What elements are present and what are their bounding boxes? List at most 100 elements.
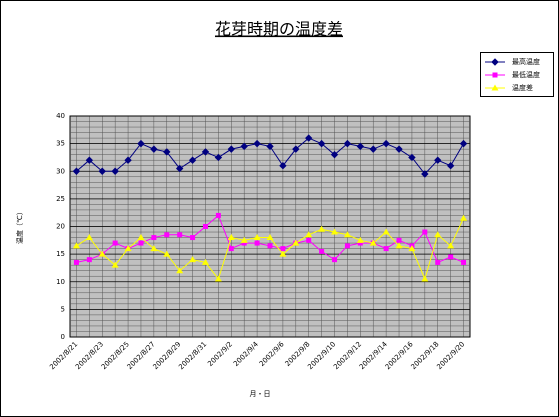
marker	[421, 170, 429, 178]
y-axis-label: 温度（℃）	[15, 208, 24, 244]
marker	[124, 245, 132, 252]
x-axis-label: 月・日	[250, 390, 271, 398]
marker	[85, 156, 94, 164]
marker	[434, 156, 442, 164]
y-tick-label: 20	[56, 223, 65, 231]
marker	[111, 167, 119, 175]
marker	[138, 240, 144, 246]
legend-marker	[492, 72, 498, 78]
y-tick-label: 5	[61, 305, 65, 313]
marker	[98, 250, 106, 257]
marker	[319, 248, 325, 254]
marker	[228, 246, 234, 252]
legend-label: 最低温度	[512, 70, 540, 79]
y-tick-label: 10	[56, 278, 65, 286]
marker	[446, 162, 455, 170]
legend-label: 最高温度	[512, 57, 540, 66]
marker	[395, 242, 403, 249]
marker	[306, 237, 312, 243]
marker	[201, 258, 209, 265]
marker	[241, 240, 247, 246]
marker	[72, 167, 81, 175]
legend-marker	[491, 58, 499, 66]
marker	[177, 232, 183, 238]
marker	[137, 234, 145, 241]
marker	[280, 246, 286, 252]
y-tick-label: 0	[61, 333, 65, 341]
marker	[214, 275, 222, 282]
marker	[240, 142, 248, 151]
y-tick-label: 25	[56, 195, 65, 203]
marker	[85, 234, 93, 241]
marker	[124, 156, 132, 164]
marker	[253, 234, 261, 241]
marker	[332, 257, 338, 263]
marker	[460, 214, 468, 221]
marker	[408, 153, 416, 162]
marker	[382, 228, 390, 235]
marker	[137, 139, 145, 148]
marker	[292, 239, 300, 246]
marker	[344, 243, 350, 249]
marker	[266, 142, 274, 151]
marker	[279, 162, 287, 170]
marker	[383, 246, 389, 252]
chart-title: 花芽時期の温度差	[215, 20, 343, 39]
marker	[86, 257, 92, 263]
marker	[369, 145, 377, 153]
marker	[305, 134, 313, 142]
marker	[343, 231, 351, 238]
marker	[112, 240, 118, 246]
marker	[435, 259, 441, 265]
marker	[357, 240, 363, 246]
marker	[448, 254, 454, 260]
marker	[422, 229, 428, 235]
marker	[214, 153, 223, 162]
marker	[369, 239, 377, 246]
marker	[267, 243, 273, 249]
marker	[215, 212, 221, 218]
marker	[330, 150, 339, 159]
marker	[227, 145, 235, 153]
marker	[190, 235, 196, 241]
marker	[459, 139, 468, 148]
marker	[395, 145, 403, 153]
marker	[202, 224, 208, 229]
marker	[150, 245, 158, 252]
marker	[163, 250, 171, 257]
marker	[98, 167, 106, 175]
marker	[72, 242, 80, 249]
marker	[163, 148, 171, 156]
marker	[318, 225, 326, 232]
marker	[343, 139, 352, 148]
marker	[279, 250, 287, 257]
y-tick-label: 35	[56, 140, 65, 148]
marker	[254, 240, 260, 246]
y-tick-label: 30	[56, 167, 65, 175]
marker	[356, 236, 364, 243]
marker	[396, 237, 402, 243]
marker	[434, 231, 442, 238]
marker	[408, 245, 416, 252]
marker	[382, 139, 390, 148]
marker	[175, 164, 184, 173]
marker	[176, 267, 184, 274]
marker	[421, 275, 429, 282]
marker	[227, 234, 235, 241]
marker	[461, 259, 467, 265]
marker	[150, 145, 158, 153]
marker	[356, 142, 365, 151]
marker	[240, 236, 248, 243]
legend-marker	[491, 84, 499, 91]
y-tick-label: 15	[56, 250, 65, 258]
marker	[188, 156, 197, 164]
marker	[317, 139, 326, 148]
marker	[189, 256, 197, 263]
legend-label: 温度差	[512, 83, 533, 92]
marker	[266, 234, 274, 241]
marker	[253, 139, 261, 148]
marker	[447, 242, 455, 249]
marker	[201, 148, 210, 156]
marker	[331, 228, 339, 235]
